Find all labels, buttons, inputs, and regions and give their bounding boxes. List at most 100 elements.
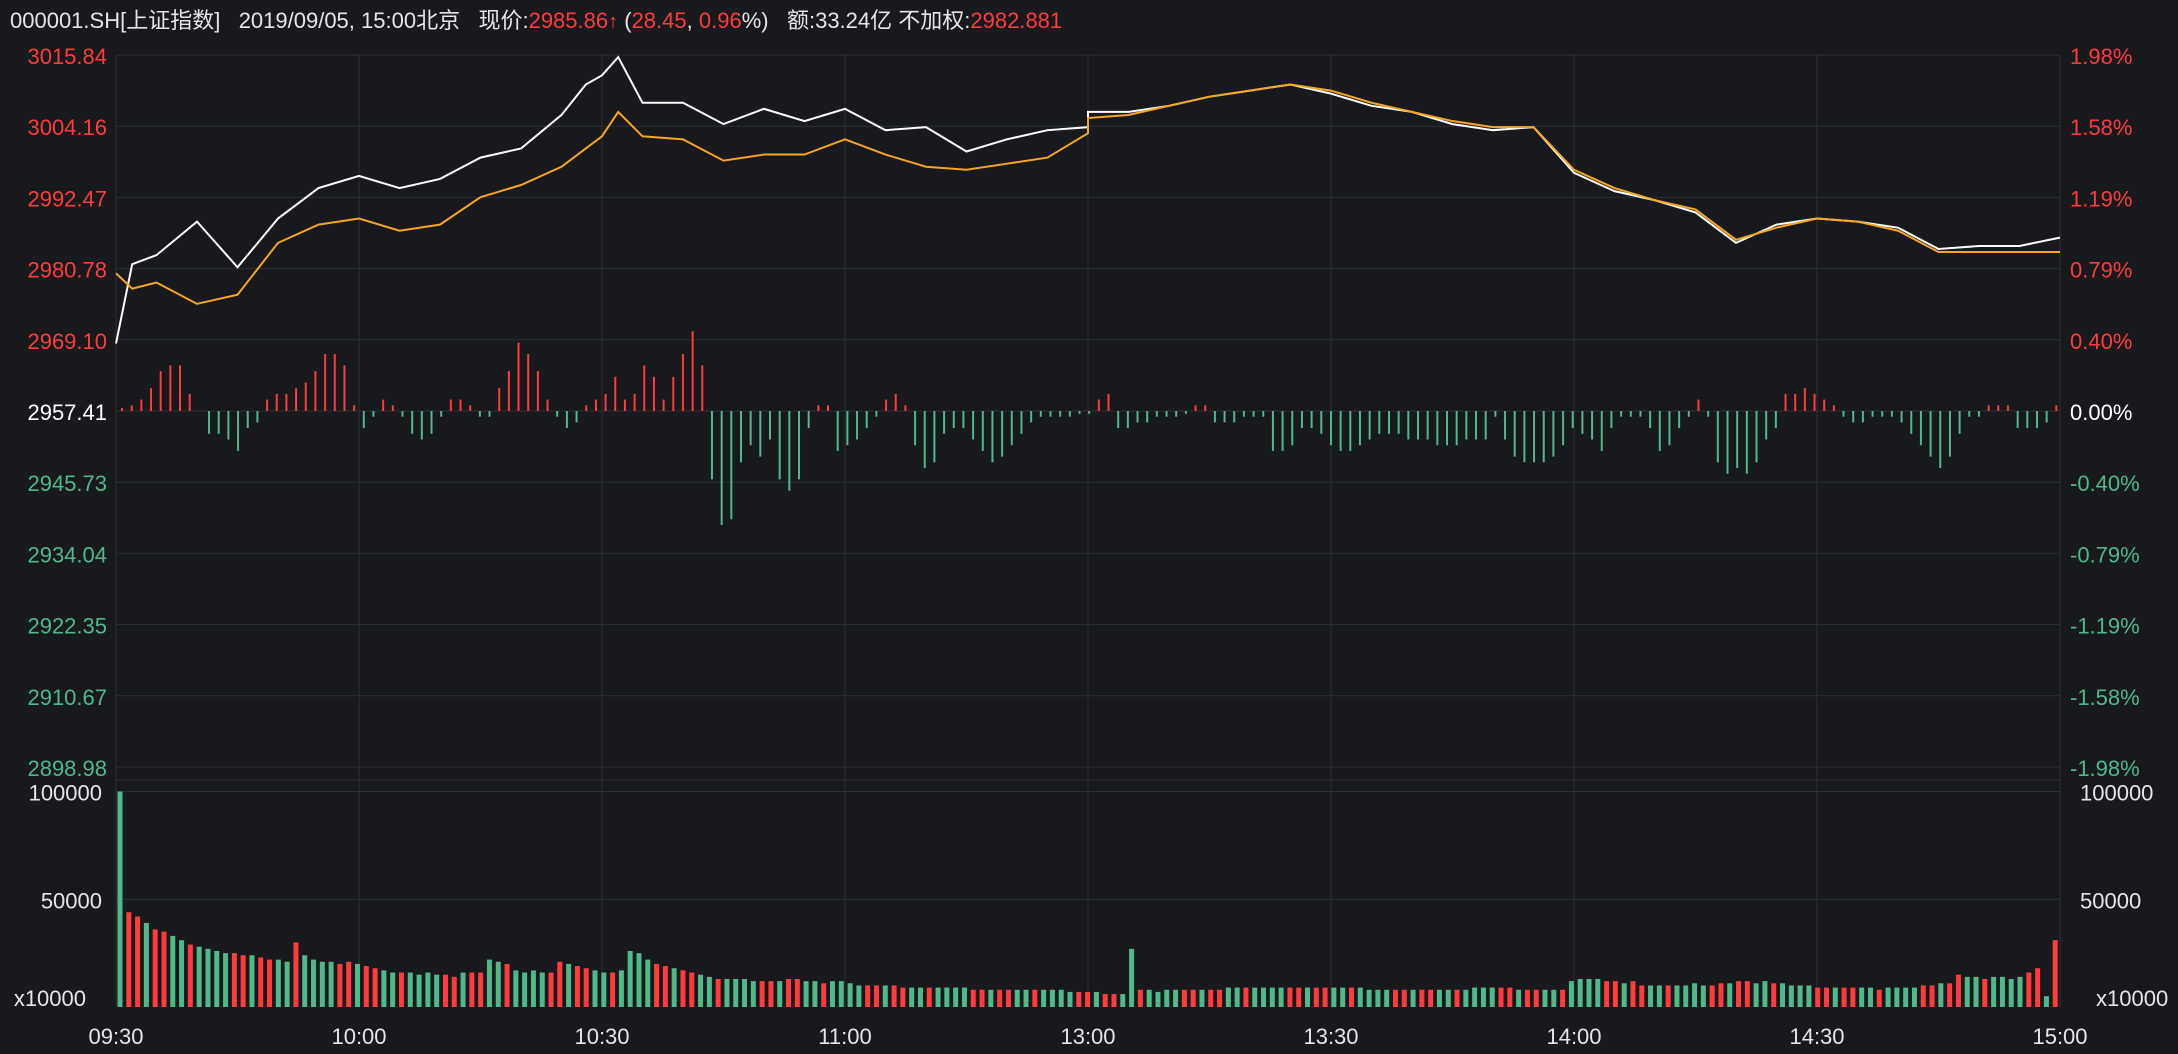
volume-bar (733, 978, 739, 1007)
volume-bar (1261, 987, 1267, 1007)
volume-bar (346, 961, 352, 1007)
volume-bar (1322, 987, 1328, 1007)
volume-bar (249, 955, 255, 1007)
volume-bar (1524, 989, 1530, 1007)
y-tick-left: 2992.47 (27, 186, 107, 211)
volume-bar (566, 963, 572, 1007)
volume-bar (935, 987, 941, 1007)
volume-bar (2017, 976, 2023, 1007)
volume-bar (1296, 987, 1302, 1007)
volume-bar (1489, 987, 1495, 1007)
volume-bar (117, 791, 123, 1007)
volume-bar (1753, 983, 1759, 1007)
volume-y-tick-left: 50000 (41, 888, 102, 913)
volume-bar (1832, 987, 1838, 1007)
volume-bar (759, 981, 765, 1007)
volume-bar (1384, 989, 1390, 1007)
volume-bar (1630, 981, 1636, 1007)
volume-bar (1964, 976, 1970, 1007)
volume-bar (1850, 987, 1856, 1007)
x-tick-label: 15:00 (2032, 1024, 2087, 1049)
volume-bar (1120, 994, 1126, 1007)
volume-bar (1305, 987, 1311, 1007)
volume-bar (1076, 991, 1082, 1007)
current-price: 2985.86 (528, 8, 609, 33)
volume-bar (1920, 985, 1926, 1007)
x-tick-label: 14:30 (1789, 1024, 1844, 1049)
volume-bar (1885, 987, 1891, 1007)
volume-bar (847, 983, 853, 1007)
y-tick-right: 1.58% (2070, 115, 2132, 140)
volume-bar (926, 987, 932, 1007)
x-tick-label: 10:00 (331, 1024, 386, 1049)
volume-bar (1102, 994, 1108, 1007)
volume-bar (1111, 994, 1117, 1007)
volume-bar (1683, 985, 1689, 1007)
volume-bar (1269, 987, 1275, 1007)
volume-bar (1762, 981, 1768, 1007)
volume-bar (1129, 948, 1135, 1007)
volume-bar (803, 981, 809, 1007)
volume-bar (1507, 987, 1513, 1007)
volume-bar (1252, 987, 1258, 1007)
volume-bar (1604, 981, 1610, 1007)
volume-bar (1049, 989, 1055, 1007)
volume-bar (1058, 989, 1064, 1007)
volume-bar (1911, 987, 1917, 1007)
x-tick-label: 14:00 (1546, 1024, 1601, 1049)
unadjusted-label: 不加权: (898, 8, 971, 33)
volume-bar (1982, 978, 1988, 1007)
volume-bar (1876, 989, 1882, 1007)
volume-bar (1516, 989, 1522, 1007)
volume-bar (504, 963, 510, 1007)
volume-bar (873, 985, 879, 1007)
volume-bar (1692, 983, 1698, 1007)
volume-bar (390, 972, 396, 1007)
volume-bar (1243, 987, 1249, 1007)
volume-bar (530, 970, 536, 1007)
y-tick-right: 0.00% (2070, 400, 2132, 425)
volume-bar (1375, 989, 1381, 1007)
volume-bar (478, 972, 484, 1007)
volume-bar (961, 987, 967, 1007)
volume-bar (1313, 987, 1319, 1007)
y-tick-left: 2945.73 (27, 471, 107, 496)
volume-bar (662, 966, 668, 1007)
volume-bar (865, 985, 871, 1007)
volume-bar (997, 989, 1003, 1007)
volume-bar (1428, 989, 1434, 1007)
volume-bar (442, 974, 448, 1007)
volume-bar (1278, 987, 1284, 1007)
volume-bar (1005, 989, 1011, 1007)
volume-bar (196, 946, 202, 1007)
volume-bar (1472, 987, 1478, 1007)
volume-bar (988, 989, 994, 1007)
volume-bar (689, 972, 695, 1007)
volume-bar (135, 916, 141, 1007)
volume-bar (170, 935, 176, 1007)
y-tick-right: -0.79% (2070, 542, 2140, 567)
volume-bar (214, 950, 220, 1007)
volume-bar (1867, 987, 1873, 1007)
volume-bar (469, 972, 475, 1007)
volume-bar (187, 944, 193, 1007)
volume-bar (363, 966, 369, 1007)
volume-bar (1093, 991, 1099, 1007)
volume-bar (1357, 987, 1363, 1007)
volume-bar (671, 968, 677, 1007)
volume-bar (1991, 976, 1997, 1007)
volume-bar (891, 985, 897, 1007)
volume-bar (706, 976, 712, 1007)
x-tick-label: 13:00 (1060, 1024, 1115, 1049)
volume-bar (838, 981, 844, 1007)
volume-bar (337, 963, 343, 1007)
volume-bar (592, 970, 598, 1007)
volume-bar (398, 972, 404, 1007)
volume-bar (768, 981, 774, 1007)
volume-bar (1700, 985, 1706, 1007)
volume-bar (750, 981, 756, 1007)
volume-bar (1454, 989, 1460, 1007)
volume-bar (953, 987, 959, 1007)
volume-bar (900, 987, 906, 1007)
